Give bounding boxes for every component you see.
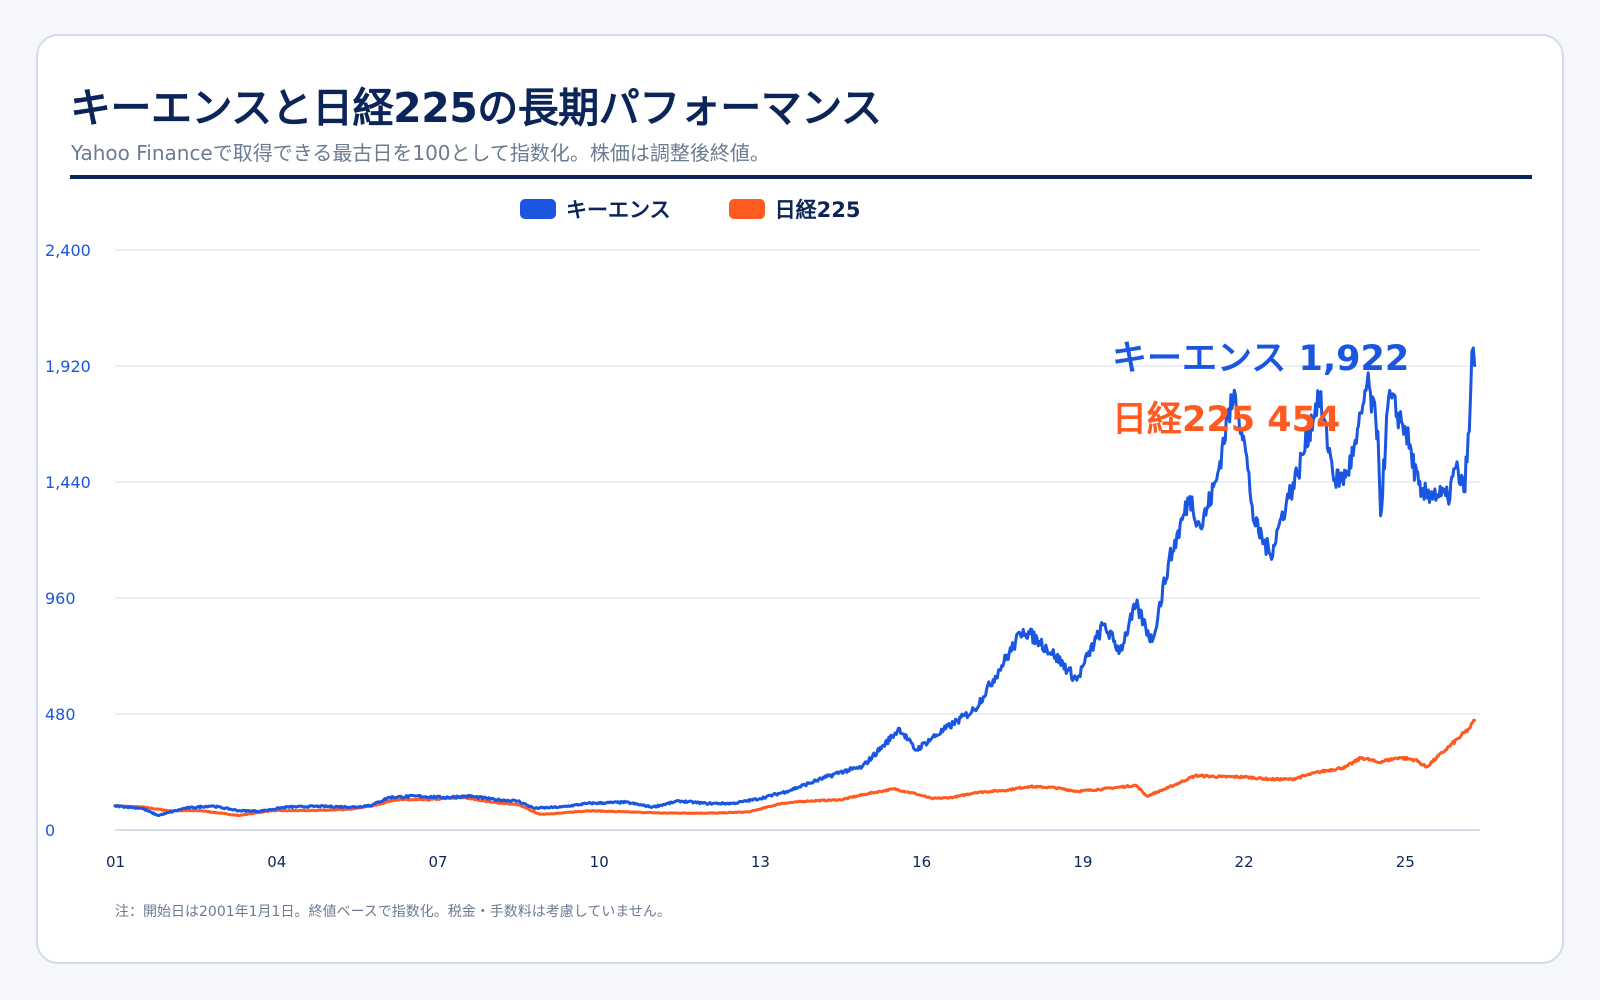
x-tick-label: 01	[106, 853, 125, 871]
chart-legend: キーエンス 日経225	[520, 194, 860, 224]
chart-footnote: 注：開始日は2001年1月1日。終値ベースで指数化。税金・手数料は考慮していませ…	[115, 904, 671, 920]
legend-item-keyence: キーエンス	[520, 194, 671, 224]
legend-swatch-keyence	[520, 199, 556, 219]
chart-card	[36, 34, 1564, 964]
end-label-nikkei: 日経225 454	[1112, 400, 1340, 440]
y-tick-label: 1,440	[45, 473, 91, 492]
x-tick-label: 25	[1396, 853, 1415, 871]
legend-label-nikkei: 日経225	[774, 198, 861, 222]
y-tick-label: 0	[45, 821, 55, 840]
title-divider	[70, 175, 1532, 179]
x-tick-label: 19	[1073, 853, 1092, 871]
series-line-nikkei	[113, 718, 1477, 817]
y-tick-label: 2,400	[45, 241, 91, 260]
x-tick-label: 22	[1235, 853, 1254, 871]
y-tick-label: 480	[45, 705, 76, 724]
legend-label-keyence: キーエンス	[566, 198, 671, 222]
legend-item-nikkei: 日経225	[728, 194, 861, 224]
legend-swatch-nikkei	[728, 199, 765, 219]
page-title: キーエンスと日経225の長期パフォーマンス	[70, 84, 882, 132]
x-tick-label: 04	[267, 853, 286, 871]
y-tick-label: 1,920	[45, 357, 91, 376]
x-tick-label: 10	[590, 853, 609, 871]
y-tick-label: 960	[45, 589, 76, 608]
end-label-keyence: キーエンス 1,922	[1112, 339, 1409, 379]
x-tick-label: 13	[751, 853, 770, 871]
x-tick-label: 07	[428, 853, 447, 871]
series-line-keyence	[113, 346, 1477, 817]
x-tick-label: 16	[912, 853, 931, 871]
page-subtitle: Yahoo Financeで取得できる最古日を100として指数化。株価は調整後終…	[71, 141, 770, 165]
